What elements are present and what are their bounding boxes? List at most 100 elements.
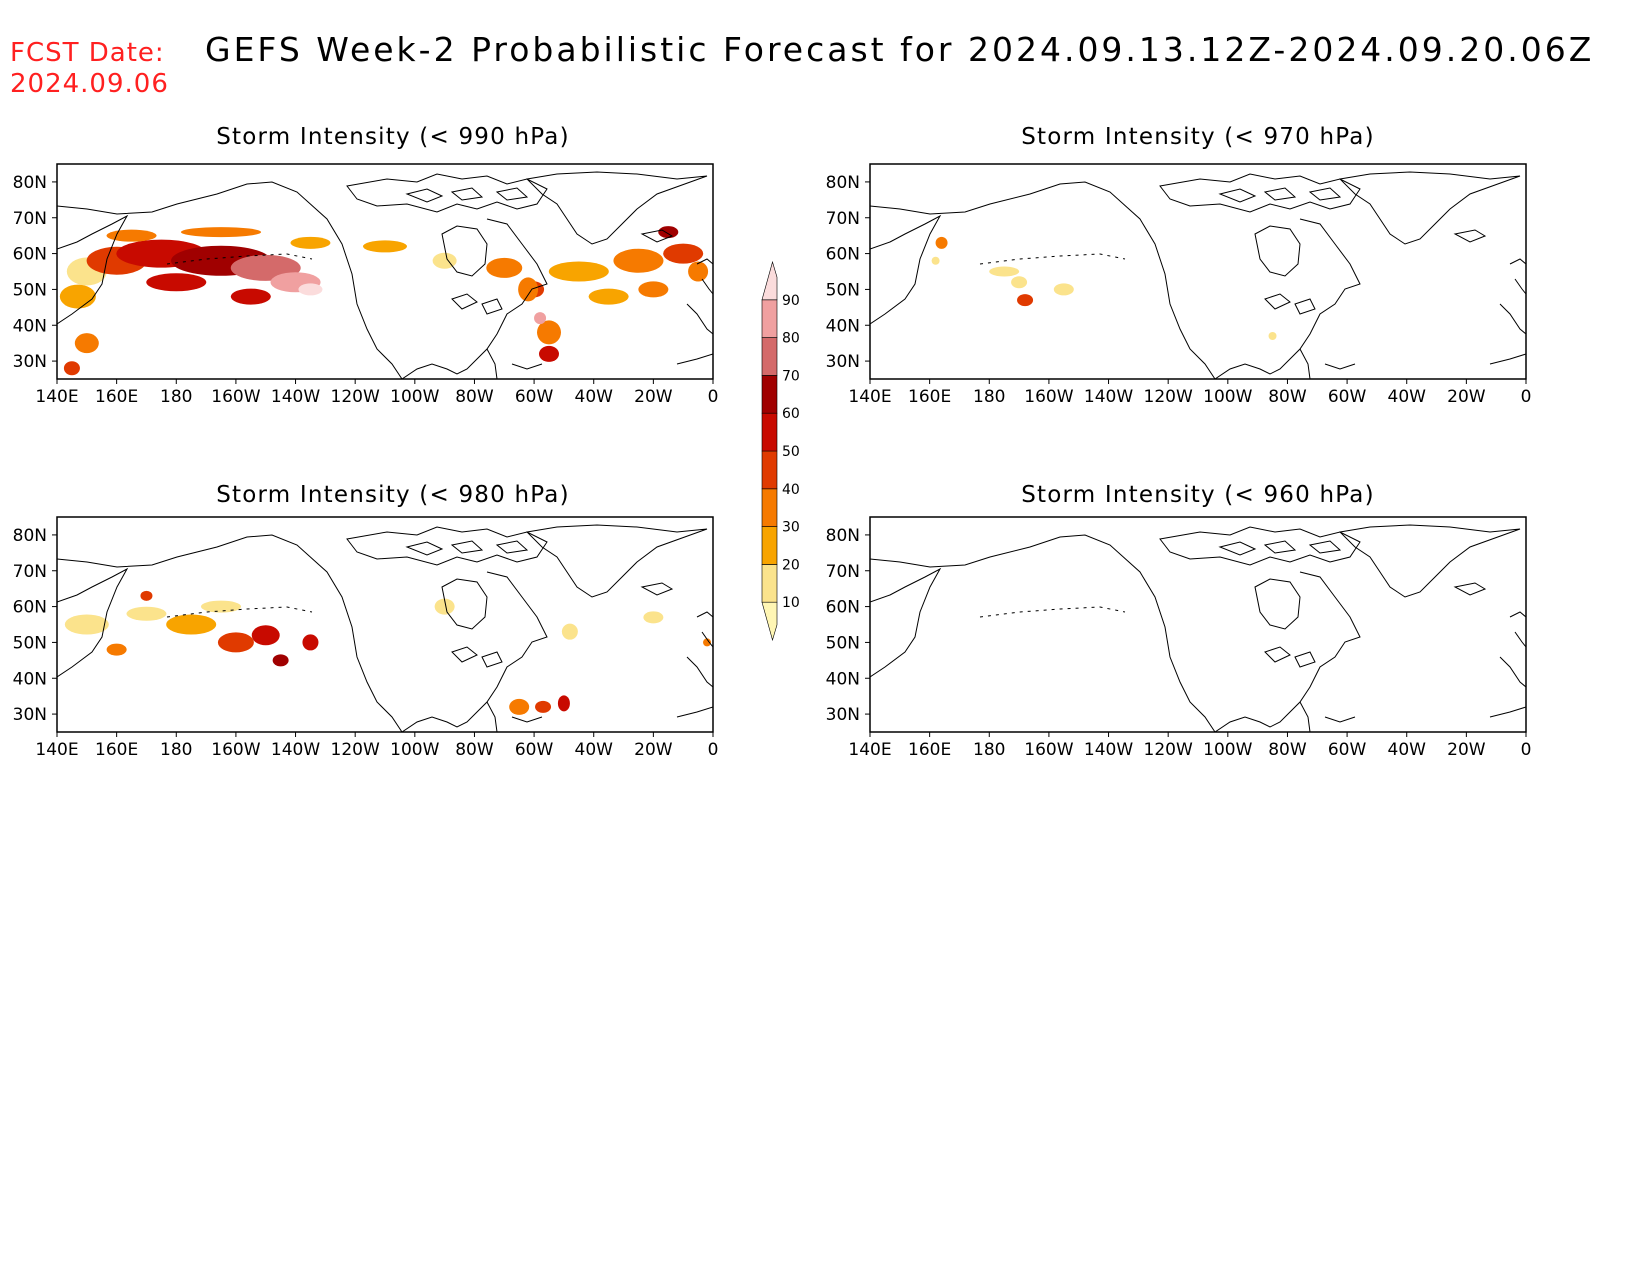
lat-tick-label: 70N [826, 562, 860, 582]
panel-title-990: Storm Intensity (< 990 hPa) [216, 124, 570, 150]
lat-tick-label: 60N [826, 598, 860, 618]
lon-tick-label: 20W [1447, 740, 1486, 760]
probability-cell [63, 361, 80, 376]
lon-tick-label: 20W [634, 740, 673, 760]
lat-tick-label: 70N [13, 209, 47, 229]
lat-tick-label: 40N [826, 316, 860, 336]
forecast-date-label: FCST Date: 2024.09.06 [10, 38, 169, 100]
probability-cell [486, 257, 523, 278]
map-panel-960: 80N 70N 60N 50N 40N 30N 140E 160E 180 160W 140W 120… [826, 516, 1532, 760]
colorbar-swatch [761, 375, 778, 414]
map-panel-990: 80N 70N 60N 50N 40N 30N 140E 160E 180 160W 140W 120… [13, 163, 719, 407]
lat-tick-label: 30N [826, 352, 860, 372]
probability-cell [434, 598, 455, 615]
page-title: GEFS Week-2 Probabilistic Forecast for 2… [205, 30, 1595, 69]
lat-tick-label: 40N [826, 669, 860, 689]
probability-cell [181, 227, 261, 238]
lon-tick-label: 120W [1144, 740, 1193, 760]
probability-cell [557, 695, 570, 712]
probability-cell [535, 700, 552, 713]
lat-tick-label: 40N [13, 669, 47, 689]
panel-title-970: Storm Intensity (< 970 hPa) [1021, 124, 1375, 150]
lon-tick-label: 140E [848, 740, 891, 760]
colorbar-swatch [761, 450, 778, 490]
lon-tick-label: 40W [1388, 387, 1427, 407]
probability-cell [201, 600, 241, 613]
lon-tick-label: 100W [390, 740, 439, 760]
colorbar-label: 90 [782, 293, 800, 309]
probability-cell [59, 284, 96, 309]
lon-tick-label: 0 [708, 387, 719, 407]
lon-tick-label: 40W [1388, 740, 1427, 760]
probability-cell [537, 320, 561, 345]
probability-cell [126, 606, 167, 621]
probability-cell [302, 634, 319, 651]
lon-tick-label: 0 [1521, 740, 1532, 760]
colorbar-label: 10 [782, 595, 800, 611]
lon-tick-label: 40W [575, 740, 614, 760]
colorbar-label: 30 [782, 520, 800, 536]
probability-cell [931, 256, 940, 265]
map-frame [869, 516, 1527, 733]
lon-tick-label: 180 [973, 387, 1005, 407]
lon-tick-label: 80W [1268, 387, 1307, 407]
lat-tick-label: 40N [13, 316, 47, 336]
colorbar-swatch [761, 337, 778, 376]
probability-cell [688, 261, 709, 282]
lon-tick-label: 160W [211, 387, 260, 407]
lat-tick-label: 60N [13, 245, 47, 265]
lon-tick-label: 140W [1084, 740, 1133, 760]
probability-cell [272, 654, 289, 667]
lon-tick-label: 100W [390, 387, 439, 407]
shading-layer [57, 524, 713, 732]
lon-tick-label: 80W [455, 740, 494, 760]
lon-tick-label: 120W [331, 740, 380, 760]
lon-tick-label: 180 [973, 740, 1005, 760]
probability-cell [230, 288, 271, 305]
probability-cell [166, 614, 217, 635]
shading-layer [870, 171, 1526, 379]
probability-cell [1053, 283, 1074, 296]
colorbar-label: 70 [782, 368, 800, 384]
colorbar-swatch [761, 601, 778, 642]
probability-cell [363, 240, 407, 253]
lon-tick-label: 140W [1084, 387, 1133, 407]
colorbar-swatch [761, 564, 778, 603]
lon-tick-label: 160W [1024, 740, 1073, 760]
lon-tick-label: 140E [848, 387, 891, 407]
map-panel-970: 80N 70N 60N 50N 40N 30N 140E 160E 180 160W 140W 120… [826, 163, 1531, 407]
lat-tick-label: 50N [826, 633, 860, 653]
probability-cell [64, 614, 109, 635]
probability-cell [217, 632, 254, 653]
probability-cell [561, 623, 578, 640]
lon-tick-label: 160W [211, 740, 260, 760]
coastline [870, 524, 1526, 732]
coastline [57, 524, 713, 732]
fcst-date-caption: FCST Date: [10, 38, 165, 68]
probability-cell [106, 643, 127, 656]
lon-tick-label: 100W [1203, 387, 1252, 407]
lon-tick-label: 140E [35, 740, 78, 760]
shading-layer [57, 171, 713, 379]
colorbar-label: 60 [782, 406, 800, 422]
colorbar-swatch [761, 412, 778, 452]
probability-cell [432, 252, 457, 269]
probability-cell [146, 273, 207, 292]
probability-cell [106, 229, 157, 242]
panel-title-980: Storm Intensity (< 980 hPa) [216, 482, 570, 508]
lat-tick-label: 50N [13, 633, 47, 653]
map-panel-980: 80N 70N 60N 50N 40N 30N 140E 160E 180 160W 140W 120… [13, 516, 718, 760]
colorbar-label: 50 [782, 444, 800, 460]
probability-cell [703, 638, 712, 647]
lat-tick-label: 80N [13, 173, 47, 193]
probability-cell [1011, 276, 1028, 289]
colorbar-swatch [761, 260, 778, 301]
lat-tick-label: 70N [826, 209, 860, 229]
lat-tick-label: 60N [826, 245, 860, 265]
lat-tick-label: 30N [13, 705, 47, 725]
lon-tick-label: 160E [95, 740, 138, 760]
lon-tick-label: 180 [160, 387, 192, 407]
lon-tick-label: 140W [271, 387, 320, 407]
map-frame [56, 163, 714, 380]
